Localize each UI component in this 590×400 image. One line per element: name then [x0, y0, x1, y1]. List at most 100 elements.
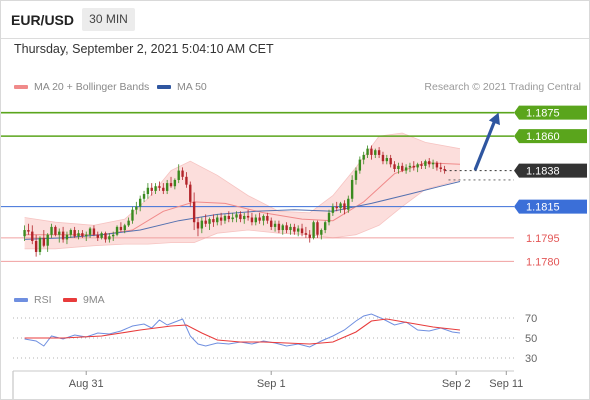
candle-body — [320, 230, 323, 235]
rsi-label: RSI — [34, 294, 52, 306]
candle — [100, 231, 103, 240]
candle-body — [212, 219, 215, 223]
candle-body — [65, 234, 69, 240]
candle-body — [354, 170, 358, 180]
timeframe-badge[interactable]: 30 MIN — [82, 8, 135, 31]
candle-body — [173, 179, 177, 187]
candle-body — [258, 217, 261, 221]
candle — [223, 214, 227, 224]
candle-body — [289, 226, 292, 231]
candle — [192, 192, 196, 231]
candle — [38, 236, 42, 256]
candle — [408, 162, 412, 173]
candle — [138, 195, 142, 212]
candle — [258, 212, 261, 224]
candle — [431, 159, 435, 169]
candle — [343, 200, 346, 215]
legend-ma50: MA 50 — [157, 81, 207, 93]
candle-body — [115, 226, 119, 235]
candle — [158, 181, 161, 191]
candle-body — [96, 234, 99, 238]
candle-body — [162, 187, 165, 191]
candle — [243, 212, 246, 224]
candle-body — [366, 148, 369, 155]
candle — [293, 223, 296, 235]
candle — [119, 222, 123, 232]
candle-body — [189, 184, 192, 202]
bollinger-upper — [24, 132, 461, 226]
rsi-ma-line — [24, 318, 461, 345]
x-tick-label: Sep 11 — [489, 378, 523, 390]
candle — [31, 225, 34, 245]
candle-body — [42, 237, 46, 246]
candle — [169, 176, 173, 188]
candle-body — [181, 170, 184, 177]
candle-body — [420, 164, 423, 166]
candle — [385, 154, 389, 165]
candle — [231, 212, 234, 223]
candle — [96, 231, 99, 241]
candle — [154, 183, 157, 195]
candle-body — [397, 165, 400, 169]
ma9-swatch — [63, 298, 77, 303]
candle-body — [185, 176, 188, 185]
candle — [81, 230, 84, 238]
candle — [227, 211, 231, 223]
candle — [312, 220, 315, 240]
candle-body — [38, 237, 42, 252]
level-value: 1.1815 — [526, 202, 560, 214]
candle-body — [23, 230, 26, 237]
candle — [69, 228, 72, 238]
level-tag — [514, 129, 587, 144]
candle-body — [424, 161, 427, 166]
candle — [281, 223, 284, 235]
level-label-1.1780: 1.1780 — [526, 256, 560, 268]
ma50-swatch — [157, 85, 171, 90]
candle — [42, 230, 46, 248]
candle-body — [358, 159, 362, 171]
level-label-1.1875: 1.1875 — [514, 105, 587, 120]
candle — [219, 212, 223, 226]
candle-body — [34, 241, 38, 252]
candle — [428, 158, 431, 168]
candle-body — [335, 206, 338, 209]
candle — [150, 183, 153, 196]
candle — [377, 147, 381, 159]
candle — [335, 201, 338, 212]
candle — [266, 212, 269, 224]
candle — [142, 190, 146, 202]
candle-body — [377, 150, 381, 155]
candle — [196, 217, 200, 237]
candle — [273, 220, 277, 232]
candle — [104, 231, 107, 243]
candle — [420, 161, 423, 169]
candle — [216, 214, 219, 226]
candle-body — [343, 203, 346, 210]
candle-body — [308, 234, 311, 238]
candle — [146, 183, 150, 199]
ma50-label: MA 50 — [177, 81, 207, 93]
candle-body — [196, 222, 200, 229]
candle-body — [119, 226, 123, 231]
level-value: 1.1860 — [526, 131, 560, 143]
candle-body — [304, 233, 308, 235]
candle — [366, 145, 369, 159]
candle — [374, 148, 377, 159]
candle — [435, 161, 439, 171]
candle-body — [246, 215, 250, 218]
candle — [327, 209, 331, 226]
candle — [412, 161, 415, 171]
candle — [300, 223, 304, 237]
candle — [46, 233, 49, 252]
level-label-1.1860: 1.1860 — [514, 129, 587, 144]
candle — [250, 212, 254, 226]
candle — [254, 214, 257, 226]
level-label-1.1838: 1.1838 — [514, 163, 587, 178]
candle — [23, 225, 26, 241]
candle — [323, 220, 327, 234]
candle-body — [347, 198, 350, 210]
candle — [262, 214, 265, 226]
candle-body — [77, 233, 80, 237]
